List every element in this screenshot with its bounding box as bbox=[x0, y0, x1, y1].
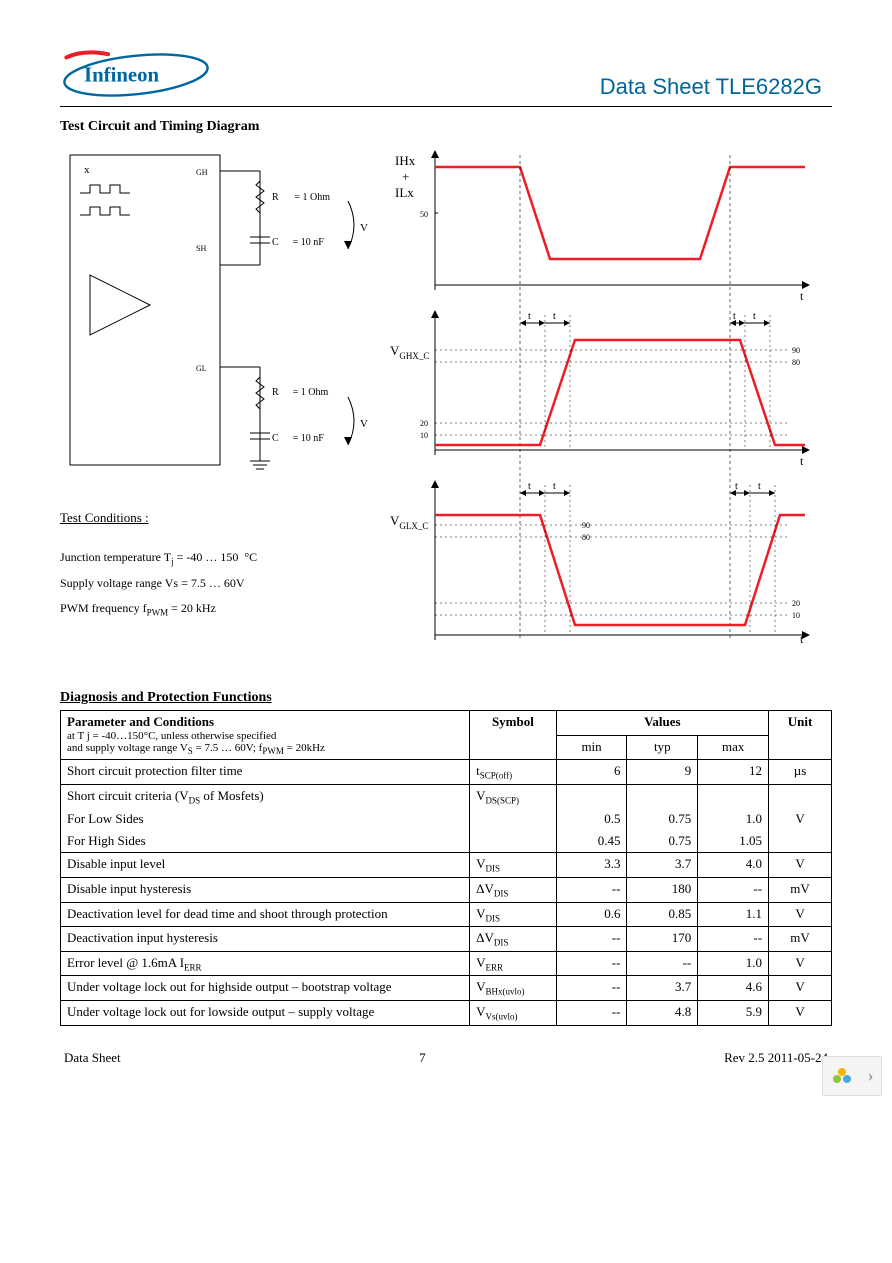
table-row: Under voltage lock out for highside outp… bbox=[61, 976, 832, 1001]
corner-badge: › bbox=[822, 1056, 882, 1096]
test-conditions-title: Test Conditions : bbox=[60, 510, 149, 526]
svg-text:t: t bbox=[528, 311, 531, 322]
test-conditions: Test Conditions : Junction temperature T… bbox=[60, 510, 370, 618]
svg-text:x: x bbox=[84, 164, 90, 176]
svg-text:t: t bbox=[753, 311, 756, 322]
svg-text:C= 10 nF: C= 10 nF bbox=[272, 237, 324, 248]
svg-text:50: 50 bbox=[420, 210, 428, 219]
footer-page-number: 7 bbox=[419, 1050, 426, 1066]
svg-text:20: 20 bbox=[420, 419, 428, 428]
svg-text:t: t bbox=[758, 481, 761, 492]
svg-text:VGHX_C: VGHX_C bbox=[390, 343, 429, 361]
parameters-table: Parameter and Conditions at T j = -40…15… bbox=[60, 710, 832, 1026]
svg-text:+: + bbox=[402, 169, 409, 184]
svg-text:t: t bbox=[735, 481, 738, 492]
svg-text:IHx: IHx bbox=[395, 153, 416, 168]
table-row: Deactivation input hysteresisΔVDIS--170-… bbox=[61, 927, 832, 952]
svg-text:Infineon: Infineon bbox=[84, 63, 160, 86]
svg-text:V: V bbox=[360, 222, 368, 234]
section-heading-diagnosis: Diagnosis and Protection Functions bbox=[60, 690, 832, 706]
table-row: Disable input levelVDIS3.33.74.0V bbox=[61, 853, 832, 878]
svg-text:GH: GH bbox=[196, 168, 208, 177]
svg-text:C= 10 nF: C= 10 nF bbox=[272, 433, 324, 444]
svg-text:ILx: ILx bbox=[395, 185, 414, 200]
svg-text:VGLX_C: VGLX_C bbox=[390, 513, 428, 531]
table-row: For High Sides0.450.751.05 bbox=[61, 830, 832, 853]
infineon-logo: Infineon bbox=[60, 50, 220, 100]
flower-icon bbox=[831, 1065, 853, 1087]
svg-text:80: 80 bbox=[792, 358, 800, 367]
svg-text:t: t bbox=[528, 481, 531, 492]
svg-text:t: t bbox=[800, 289, 804, 303]
svg-text:10: 10 bbox=[792, 611, 800, 620]
svg-text:t: t bbox=[800, 454, 804, 468]
header-rule bbox=[60, 106, 832, 107]
table-row: Error level @ 1.6mA IERRVERR----1.0V bbox=[61, 951, 832, 976]
svg-text:10: 10 bbox=[420, 431, 428, 440]
chevron-right-icon: › bbox=[868, 1065, 874, 1086]
table-row: Under voltage lock out for lowside outpu… bbox=[61, 1000, 832, 1025]
footer-revision: Rev 2.5 2011-05-24 bbox=[724, 1050, 828, 1066]
test-circuit-diagram: x GH SH GL R = 1 Ohm C= 10 nF bbox=[60, 145, 370, 475]
page-footer: Data Sheet 7 Rev 2.5 2011-05-24 bbox=[60, 1050, 832, 1066]
svg-text:GL: GL bbox=[196, 364, 207, 373]
svg-text:R = 1 Ohm: R = 1 Ohm bbox=[272, 192, 330, 203]
timing-diagrams: IHx + ILx t 50 VGHX_C t bbox=[390, 145, 810, 645]
svg-text:90: 90 bbox=[582, 521, 590, 530]
svg-text:t: t bbox=[733, 311, 736, 322]
section-heading-test-circuit: Test Circuit and Timing Diagram bbox=[60, 119, 832, 135]
footer-left: Data Sheet bbox=[64, 1050, 121, 1066]
svg-text:20: 20 bbox=[792, 599, 800, 608]
svg-text:SH: SH bbox=[196, 244, 206, 253]
svg-text:R= 1 Ohm: R= 1 Ohm bbox=[272, 387, 329, 398]
svg-text:V: V bbox=[360, 418, 368, 430]
table-row: For Low Sides0.50.751.0V bbox=[61, 808, 832, 830]
table-row: Short circuit protection filter timetSCP… bbox=[61, 760, 832, 785]
svg-text:t: t bbox=[553, 311, 556, 322]
table-row: Disable input hysteresisΔVDIS--180--mV bbox=[61, 877, 832, 902]
table-row: Deactivation level for dead time and sho… bbox=[61, 902, 832, 927]
svg-text:90: 90 bbox=[792, 346, 800, 355]
svg-text:t: t bbox=[553, 481, 556, 492]
table-row: Short circuit criteria (VDS of Mosfets)V… bbox=[61, 784, 832, 808]
svg-text:80: 80 bbox=[582, 533, 590, 542]
document-title: Data Sheet TLE6282G bbox=[600, 74, 822, 100]
